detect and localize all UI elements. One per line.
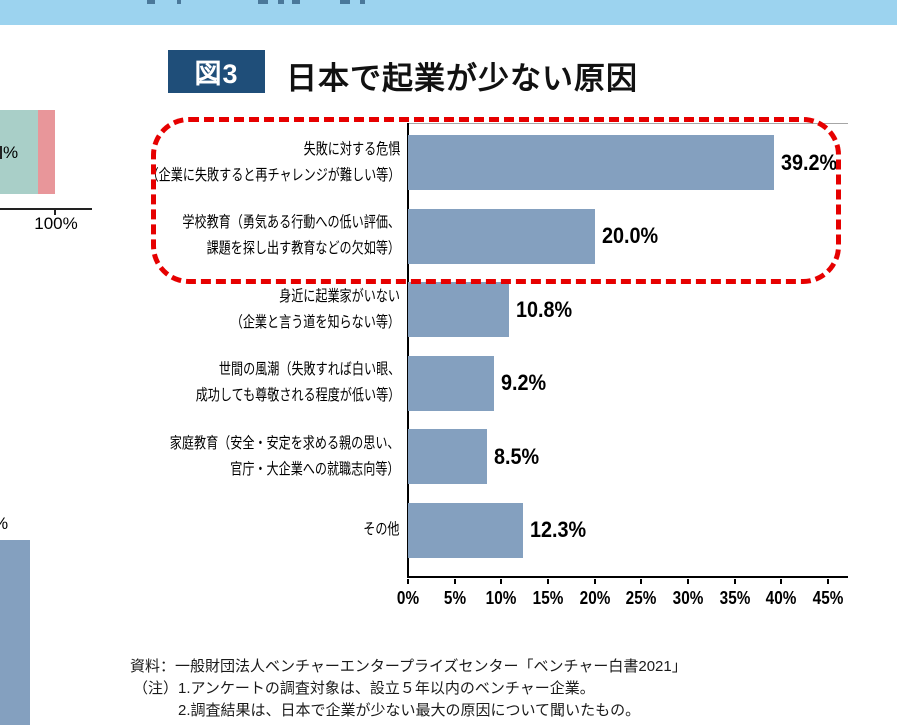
cropped-axis-tick: [54, 210, 56, 215]
x-axis-tick-mark: [547, 579, 549, 584]
category-label-line: 失敗に対する危惧: [303, 140, 400, 158]
highlight-dashed-box: [151, 117, 841, 284]
source-note: 資料：一般財団法人ベンチャーエンタープライズセンター「ベンチャー白書2021」: [130, 658, 687, 675]
x-axis-tick-mark: [827, 579, 829, 584]
cropped-vertical-bar: [0, 540, 30, 725]
category-label-line: （企業に失敗すると再チャレンジが難しい等）: [146, 166, 400, 184]
x-axis-tick-label: 35%: [719, 588, 751, 608]
x-axis-tick-label: 45%: [812, 588, 844, 608]
cropped-digit-sliver: [0, 146, 2, 159]
x-axis-tick-mark: [640, 579, 643, 584]
cropped-percent-label: %: [0, 514, 8, 534]
bar: [408, 355, 494, 411]
value-label: 20.0%: [601, 223, 658, 248]
x-axis-tick-mark: [687, 579, 689, 584]
cropped-stacked-bar-teal-segment: [0, 110, 38, 194]
x-axis-tick-label: 10%: [485, 588, 517, 608]
category-label: 家庭教育（安全・安定を求める親の思い、官庁・大企業への就職志向等）: [170, 431, 400, 483]
category-label-line: 課題を探し出す教育などの欠如等）: [206, 240, 400, 257]
category-label: 学校教育（勇気ある行動への低い評価、課題を探し出す教育などの欠如等）: [182, 210, 400, 262]
value-label: 9.2%: [500, 370, 546, 395]
bar: [408, 135, 774, 190]
footnote-2: 2.調査結果は、日本で企業が少ない最大の原因について聞いたもの。: [178, 702, 641, 719]
cropped-text-remnant: [292, 0, 300, 4]
category-label-line: 身近に起業家がいない: [279, 287, 400, 305]
cropped-text-remnant: [278, 0, 284, 4]
x-axis-tick-label: 25%: [625, 588, 657, 608]
bar: [408, 502, 523, 558]
category-label-line: 世間の風潮（失敗すれば白い眼、: [218, 361, 400, 378]
x-axis-tick-label: 20%: [579, 588, 611, 608]
bar: [408, 282, 509, 337]
x-axis-tick-label: 0%: [396, 588, 420, 608]
cropped-text-remnant: [177, 0, 181, 4]
cropped-stacked-bar-pink-segment: [38, 110, 55, 194]
cropped-text-remnant: [340, 0, 350, 4]
x-axis-tick-mark: [733, 579, 736, 584]
category-label-line: その他: [363, 521, 400, 538]
x-axis-tick-mark: [453, 579, 456, 584]
category-label-line: （企業と言う道を知らない等）: [230, 313, 400, 331]
category-label-line: 家庭教育（安全・安定を求める親の思い、: [170, 434, 400, 452]
x-axis-tick-label: 15%: [532, 588, 564, 608]
cropped-axis-line: [0, 208, 92, 210]
cropped-text-remnant: [147, 0, 155, 4]
cropped-percent-label: %: [3, 143, 19, 162]
x-axis-tick-label: 5%: [443, 588, 466, 608]
bar: [408, 208, 595, 264]
cropped-axis-tick-label: 100%: [34, 214, 78, 233]
plot-top-border: [408, 123, 848, 124]
category-label-line: 学校教育（勇気ある行動への低い評価、: [182, 214, 400, 231]
value-label: 12.3%: [529, 517, 586, 542]
y-axis-line: [407, 123, 409, 578]
x-axis-tick-label: 40%: [765, 588, 797, 608]
top-cropped-band: [0, 0, 897, 25]
category-label-line: 成功しても尊敬される程度が低い等）: [195, 387, 400, 404]
category-label: その他: [364, 517, 400, 543]
x-axis-tick-mark: [780, 579, 783, 584]
cropped-text-remnant: [360, 0, 365, 4]
figure-number-badge: 図3: [168, 50, 265, 93]
x-axis-tick-mark: [407, 579, 409, 584]
x-axis-line: [407, 576, 848, 578]
category-label: 世間の風潮（失敗すれば白い眼、成功しても尊敬される程度が低い等）: [195, 357, 400, 409]
cropped-text-remnant: [258, 0, 268, 4]
x-axis-tick-mark: [593, 579, 596, 584]
figure-title: 日本で起業が少ない原因: [286, 61, 638, 96]
category-label: 失敗に対する危惧 （企業に失敗すると再チャレンジが難しい等）: [146, 137, 400, 189]
x-axis-tick-label: 30%: [672, 588, 704, 608]
x-axis-tick-mark: [500, 579, 503, 584]
footnote-1: （注）1.アンケートの調査対象は、設立５年以内のベンチャー企業。: [133, 680, 595, 697]
value-label: 10.8%: [515, 296, 572, 322]
bar: [408, 429, 488, 484]
category-label: 身近に起業家がいない （企業と言う道を知らない等）: [231, 284, 400, 336]
category-label-line: 官庁・大企業への就職志向等）: [230, 460, 400, 478]
value-label: 8.5%: [494, 443, 540, 469]
